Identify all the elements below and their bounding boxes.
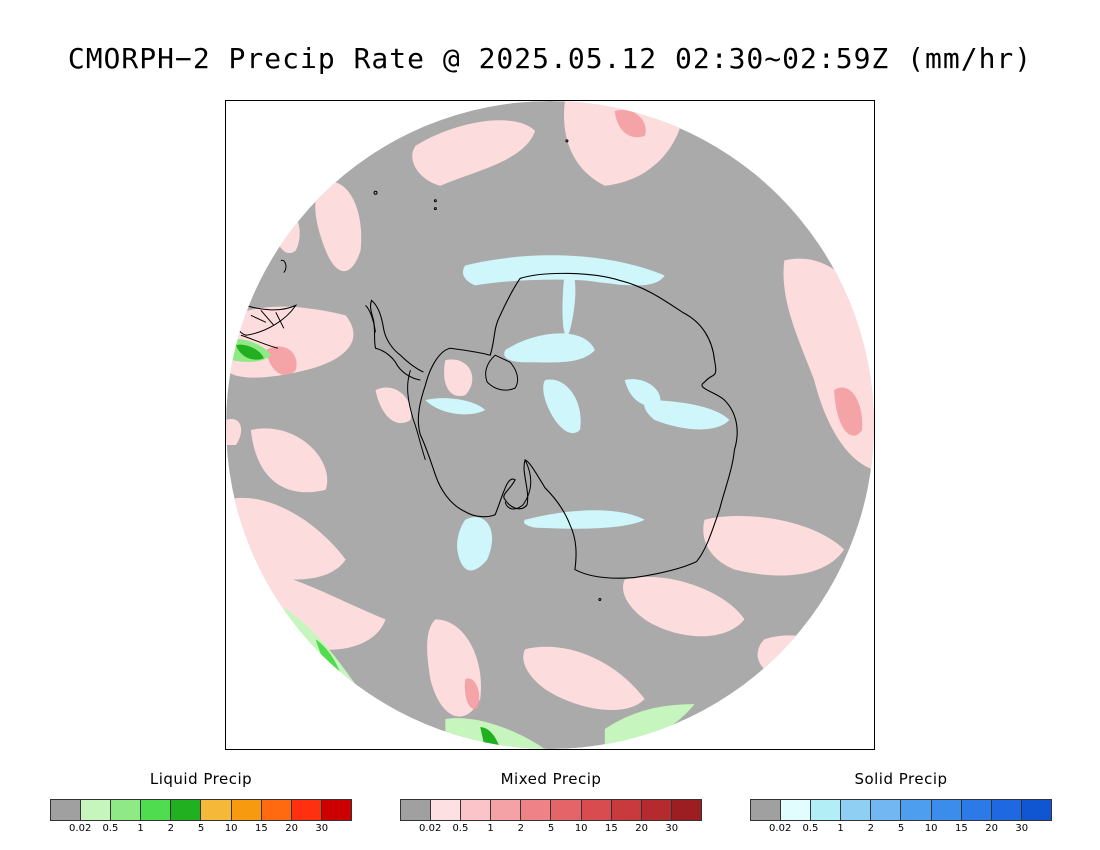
legend-swatch (641, 800, 672, 820)
legend-swatch (51, 800, 82, 820)
legend-swatch (231, 800, 262, 820)
legend-swatch (991, 800, 1022, 820)
legend-swatch (841, 800, 872, 820)
legend-swatch (901, 800, 932, 820)
legend-swatch (321, 800, 351, 820)
antarctica-coastline (417, 272, 738, 579)
legend-swatch (291, 800, 322, 820)
legend-tick-label: 0.5 (452, 823, 469, 834)
legend-swatch (491, 800, 522, 820)
legend-tick-label: 0.02 (69, 823, 92, 834)
legend-title-solid: Solid Precip (854, 770, 948, 788)
mixed-precip-heavy (265, 109, 863, 710)
legend-tick-label: 30 (315, 823, 329, 834)
solid-precip-areas (425, 255, 730, 571)
legend-ticks-liquid: 0.02 0.5 1 2 5 10 15 20 30 (50, 823, 352, 837)
legend-title-liquid: Liquid Precip (149, 770, 253, 788)
legend-tick-label: 5 (197, 823, 205, 834)
legend-swatch (261, 800, 292, 820)
legend-swatch (781, 800, 812, 820)
legend-tick-label: 20 (285, 823, 298, 834)
legend-tick-label: 5 (897, 823, 905, 834)
islands (365, 139, 602, 601)
legend-swatch (401, 800, 432, 820)
legend-swatch (871, 800, 902, 820)
legend-tick-label: 10 (924, 823, 938, 834)
legend-swatches-liquid (50, 799, 352, 821)
legend-swatch (171, 800, 202, 820)
legend-tick-label: 30 (665, 823, 679, 834)
legend-tick-label: 1 (487, 823, 494, 834)
legend-tick-label: 20 (985, 823, 998, 834)
legend-tick-label: 15 (955, 823, 968, 834)
legend-swatch (111, 800, 142, 820)
legend-tick-label: 1 (137, 823, 144, 834)
legend-title-mixed: Mixed Precip (500, 770, 602, 788)
legend-liquid-precip: Liquid Precip 0.02 0.5 1 2 5 10 15 20 30 (50, 770, 352, 837)
polar-map-svg (226, 101, 874, 749)
map-title: CMORPH−2 Precip Rate @ 2025.05.12 02:30~… (67, 42, 1033, 75)
legend-solid-precip: Solid Precip 0.02 0.5 1 2 5 10 15 20 30 (750, 770, 1052, 837)
legend-tick-label: 0.5 (102, 823, 119, 834)
legend-tick-label: 30 (1015, 823, 1029, 834)
legend-tick-label: 10 (224, 823, 238, 834)
legend-swatches-mixed (400, 799, 702, 821)
legend-tick-label: 15 (255, 823, 268, 834)
legend-tick-label: 2 (167, 823, 174, 834)
legend-swatch (551, 800, 582, 820)
legend-tick-label: 2 (867, 823, 874, 834)
legend-tick-label: 20 (635, 823, 648, 834)
legend-swatch (521, 800, 552, 820)
legend-swatch (811, 800, 842, 820)
weddell-sea-coastline (485, 354, 519, 391)
legend-ticks-mixed: 0.02 0.5 1 2 5 10 15 20 30 (400, 823, 702, 837)
legend-swatch (141, 800, 172, 820)
globe-disc (226, 101, 874, 749)
legend-swatch (961, 800, 992, 820)
legend-swatch (581, 800, 612, 820)
legend-tick-label: 15 (605, 823, 618, 834)
legend-swatch (1021, 800, 1051, 820)
legend-swatch (931, 800, 962, 820)
legend-tick-label: 0.02 (419, 823, 442, 834)
legend-swatch (81, 800, 112, 820)
legend-swatches-solid (750, 799, 1052, 821)
legend-swatch (431, 800, 462, 820)
legend-tick-label: 0.02 (769, 823, 792, 834)
legend-tick-label: 10 (574, 823, 588, 834)
legend-swatch (671, 800, 701, 820)
legend-swatch (751, 800, 782, 820)
legend-tick-label: 2 (517, 823, 524, 834)
legend-swatch (611, 800, 642, 820)
legend-tick-label: 1 (837, 823, 844, 834)
legend-swatch (461, 800, 492, 820)
legend-swatch (201, 800, 232, 820)
legend-mixed-precip: Mixed Precip 0.02 0.5 1 2 5 10 15 20 30 (400, 770, 702, 837)
legend-ticks-solid: 0.02 0.5 1 2 5 10 15 20 30 (750, 823, 1052, 837)
legend-tick-label: 0.5 (802, 823, 819, 834)
antarctic-peninsula-coastline (369, 299, 424, 381)
ross-sea-coastline (504, 459, 532, 510)
legend-tick-label: 5 (547, 823, 555, 834)
precip-map (225, 100, 875, 750)
